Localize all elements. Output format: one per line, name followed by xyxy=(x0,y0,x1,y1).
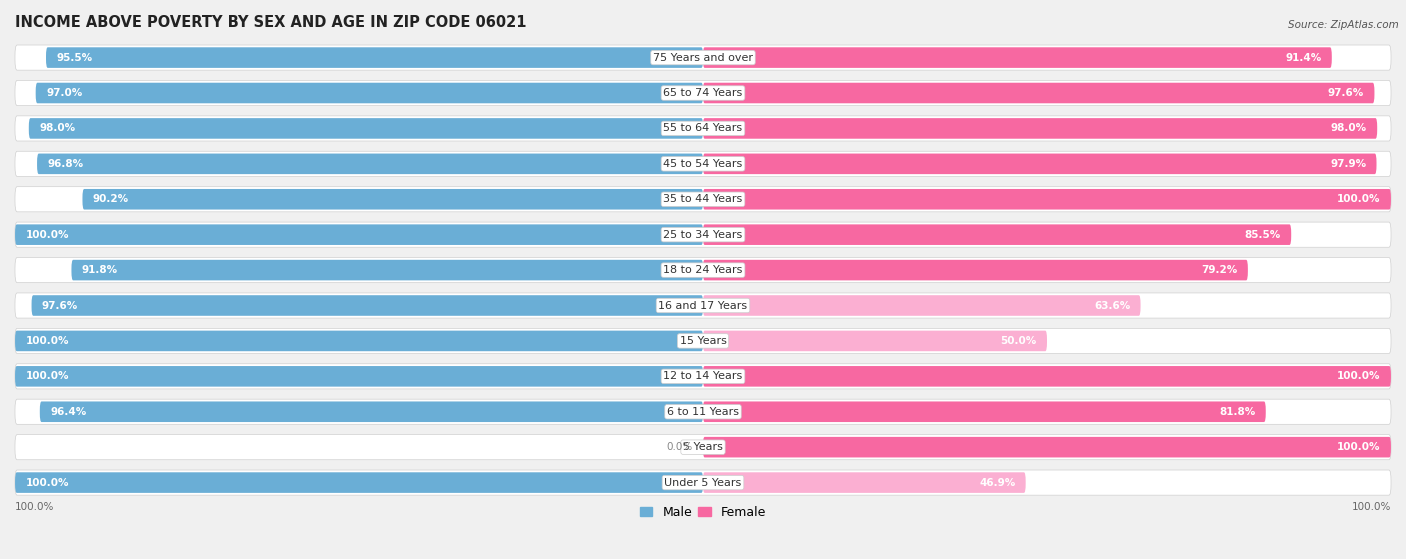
FancyBboxPatch shape xyxy=(15,364,1391,389)
FancyBboxPatch shape xyxy=(83,189,703,210)
Text: 35 to 44 Years: 35 to 44 Years xyxy=(664,195,742,204)
FancyBboxPatch shape xyxy=(703,260,1249,281)
Text: 91.4%: 91.4% xyxy=(1285,53,1322,63)
Text: 50.0%: 50.0% xyxy=(1001,336,1036,346)
FancyBboxPatch shape xyxy=(703,295,1140,316)
FancyBboxPatch shape xyxy=(703,118,1378,139)
Text: 100.0%: 100.0% xyxy=(25,371,69,381)
Text: 18 to 24 Years: 18 to 24 Years xyxy=(664,265,742,275)
Text: 98.0%: 98.0% xyxy=(1330,124,1367,134)
Text: 6 to 11 Years: 6 to 11 Years xyxy=(666,407,740,417)
FancyBboxPatch shape xyxy=(15,330,703,351)
Legend: Male, Female: Male, Female xyxy=(636,501,770,524)
FancyBboxPatch shape xyxy=(15,293,1391,318)
Text: 100.0%: 100.0% xyxy=(15,502,55,512)
Text: 100.0%: 100.0% xyxy=(1337,195,1381,204)
Text: 5 Years: 5 Years xyxy=(683,442,723,452)
FancyBboxPatch shape xyxy=(703,437,1391,457)
FancyBboxPatch shape xyxy=(15,116,1391,141)
FancyBboxPatch shape xyxy=(15,399,1391,424)
Text: 100.0%: 100.0% xyxy=(25,336,69,346)
Text: 55 to 64 Years: 55 to 64 Years xyxy=(664,124,742,134)
FancyBboxPatch shape xyxy=(28,118,703,139)
FancyBboxPatch shape xyxy=(15,470,1391,495)
FancyBboxPatch shape xyxy=(703,472,1025,493)
Text: 97.6%: 97.6% xyxy=(42,301,79,310)
Text: 97.0%: 97.0% xyxy=(46,88,83,98)
Text: 12 to 14 Years: 12 to 14 Years xyxy=(664,371,742,381)
FancyBboxPatch shape xyxy=(15,222,1391,247)
FancyBboxPatch shape xyxy=(703,366,1391,387)
FancyBboxPatch shape xyxy=(703,189,1391,210)
FancyBboxPatch shape xyxy=(15,80,1391,106)
FancyBboxPatch shape xyxy=(703,48,1331,68)
Text: 75 Years and over: 75 Years and over xyxy=(652,53,754,63)
FancyBboxPatch shape xyxy=(703,401,1265,422)
Text: 63.6%: 63.6% xyxy=(1094,301,1130,310)
Text: 25 to 34 Years: 25 to 34 Years xyxy=(664,230,742,240)
Text: 98.0%: 98.0% xyxy=(39,124,76,134)
Text: 97.6%: 97.6% xyxy=(1327,88,1364,98)
Text: 79.2%: 79.2% xyxy=(1201,265,1237,275)
FancyBboxPatch shape xyxy=(703,224,1291,245)
Text: 96.4%: 96.4% xyxy=(51,407,86,417)
Text: Under 5 Years: Under 5 Years xyxy=(665,477,741,487)
FancyBboxPatch shape xyxy=(72,260,703,281)
FancyBboxPatch shape xyxy=(703,83,1375,103)
Text: 96.8%: 96.8% xyxy=(48,159,83,169)
FancyBboxPatch shape xyxy=(35,83,703,103)
Text: 95.5%: 95.5% xyxy=(56,53,93,63)
Text: 90.2%: 90.2% xyxy=(93,195,129,204)
FancyBboxPatch shape xyxy=(15,366,703,387)
Text: 81.8%: 81.8% xyxy=(1219,407,1256,417)
Text: Source: ZipAtlas.com: Source: ZipAtlas.com xyxy=(1288,20,1399,30)
Text: 91.8%: 91.8% xyxy=(82,265,118,275)
FancyBboxPatch shape xyxy=(15,187,1391,212)
FancyBboxPatch shape xyxy=(15,151,1391,177)
FancyBboxPatch shape xyxy=(39,401,703,422)
Text: 15 Years: 15 Years xyxy=(679,336,727,346)
Text: 65 to 74 Years: 65 to 74 Years xyxy=(664,88,742,98)
FancyBboxPatch shape xyxy=(31,295,703,316)
FancyBboxPatch shape xyxy=(15,328,1391,353)
FancyBboxPatch shape xyxy=(15,434,1391,459)
FancyBboxPatch shape xyxy=(15,45,1391,70)
FancyBboxPatch shape xyxy=(15,258,1391,283)
FancyBboxPatch shape xyxy=(15,472,703,493)
Text: 0.0%: 0.0% xyxy=(666,442,693,452)
Text: 100.0%: 100.0% xyxy=(25,230,69,240)
Text: 100.0%: 100.0% xyxy=(1351,502,1391,512)
FancyBboxPatch shape xyxy=(703,154,1376,174)
Text: 100.0%: 100.0% xyxy=(1337,371,1381,381)
FancyBboxPatch shape xyxy=(46,48,703,68)
Text: 45 to 54 Years: 45 to 54 Years xyxy=(664,159,742,169)
Text: 100.0%: 100.0% xyxy=(25,477,69,487)
Text: 97.9%: 97.9% xyxy=(1330,159,1367,169)
Text: INCOME ABOVE POVERTY BY SEX AND AGE IN ZIP CODE 06021: INCOME ABOVE POVERTY BY SEX AND AGE IN Z… xyxy=(15,15,527,30)
Text: 100.0%: 100.0% xyxy=(1337,442,1381,452)
Text: 16 and 17 Years: 16 and 17 Years xyxy=(658,301,748,310)
Text: 85.5%: 85.5% xyxy=(1244,230,1281,240)
FancyBboxPatch shape xyxy=(15,224,703,245)
FancyBboxPatch shape xyxy=(37,154,703,174)
FancyBboxPatch shape xyxy=(703,330,1047,351)
Text: 46.9%: 46.9% xyxy=(979,477,1015,487)
